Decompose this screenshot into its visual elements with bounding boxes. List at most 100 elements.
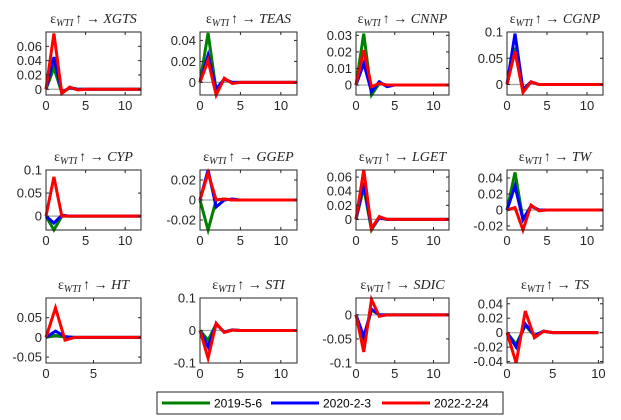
y-tick-label: 0	[189, 323, 196, 338]
x-tick-label: 0	[196, 366, 203, 381]
x-tick-label: 5	[82, 233, 89, 248]
title-arrows: ↑ →	[546, 278, 574, 293]
y-tick-label: 0.1	[485, 25, 503, 40]
axes-box	[355, 297, 450, 364]
y-tick-label: 0	[189, 75, 196, 90]
series-line-2022-2-24	[198, 320, 297, 365]
x-tick-label: 10	[274, 233, 288, 248]
y-tick-label: 0	[345, 78, 352, 93]
title-symbol: ε	[359, 150, 365, 165]
subplot-title: εWTI ↑ → STI	[212, 278, 286, 295]
y-tick-label: -0.05	[12, 350, 42, 365]
axes-box	[506, 297, 604, 364]
y-tick-label: 0.04	[17, 53, 42, 68]
y-tick-label: 0.05	[478, 51, 503, 66]
series-line-2022-2-24	[44, 302, 141, 343]
x-tick-label: 0	[352, 366, 359, 381]
title-variable: GGEP	[256, 150, 294, 165]
subplot-title: εWTI ↑ → XGTS	[50, 12, 137, 29]
y-tick-label: 0.1	[178, 291, 196, 306]
title-variable: TS	[574, 278, 589, 293]
y-tick-label: 0.02	[171, 54, 196, 69]
title-subscript: WTI	[212, 18, 230, 29]
y-tick-label: 0	[35, 82, 42, 97]
y-tick-label: 0.05	[17, 186, 42, 201]
x-tick-label: 0	[503, 233, 510, 248]
y-tick-label: 0.1	[24, 163, 42, 178]
y-tick-label: -0.02	[166, 213, 196, 228]
subplot-title: εWTI ↑ → LGET	[359, 150, 448, 167]
y-tick-label: 0.02	[17, 67, 42, 82]
subplot-cgnp: 0 5 10 0 0.05 0.1 εWTI ↑ → CGNP	[478, 12, 604, 113]
series-line-2022-2-24	[198, 167, 297, 202]
y-tick-label: 0.04	[327, 184, 352, 199]
y-tick-label: 0	[189, 193, 196, 208]
title-subscript: WTI	[364, 18, 382, 29]
series-line-2022-2-24	[44, 33, 141, 97]
title-symbol: ε	[206, 12, 212, 27]
x-tick-label: 0	[42, 366, 49, 381]
title-arrows: ↑ →	[228, 150, 256, 165]
x-tick-label: 10	[580, 98, 594, 113]
x-tick-label: 5	[237, 233, 244, 248]
x-tick-label: 10	[274, 366, 288, 381]
x-tick-label: 5	[549, 366, 556, 381]
subplot-title: εWTI ↑ → SDIC	[360, 278, 445, 295]
subplot-title: εWTI ↑ → GGEP	[203, 150, 294, 167]
x-tick-label: 5	[82, 98, 89, 113]
y-tick-label: 0.02	[171, 173, 196, 188]
title-variable: TEAS	[259, 12, 291, 27]
y-tick-label: 0.02	[478, 311, 503, 326]
title-subscript: WTI	[516, 18, 534, 29]
y-tick-label: 0.04	[478, 296, 503, 311]
title-variable: CYP	[107, 150, 133, 165]
y-tick-label: 0	[496, 203, 503, 218]
title-arrows: ↑ →	[231, 12, 259, 27]
x-tick-label: 5	[391, 233, 398, 248]
subplot-title: εWTI ↑ → CNNP	[358, 12, 448, 29]
y-tick-label: 0.04	[171, 33, 196, 48]
series-line-2022-2-24	[354, 294, 449, 353]
title-symbol: ε	[360, 278, 366, 293]
subplot-teas: 0 5 10 0 0.02 0.04 εWTI ↑ → TEAS	[171, 12, 298, 113]
y-tick-label: 0	[345, 212, 352, 227]
axes-box	[45, 169, 142, 231]
x-tick-label: 10	[118, 98, 132, 113]
y-tick-label: 0.03	[327, 28, 352, 43]
x-tick-label: 10	[426, 233, 440, 248]
x-tick-label: 5	[391, 98, 398, 113]
y-tick-label: -0.05	[322, 331, 352, 346]
title-arrows: ↑ →	[237, 278, 265, 293]
title-arrows: ↑ →	[83, 278, 111, 293]
x-tick-label: 10	[118, 233, 132, 248]
x-tick-label: 5	[543, 98, 550, 113]
y-tick-label: -0.04	[473, 354, 503, 369]
x-tick-label: 0	[352, 233, 359, 248]
x-tick-label: 0	[196, 98, 203, 113]
title-arrows: ↑ →	[384, 150, 412, 165]
title-variable: CNNP	[411, 12, 448, 27]
y-tick-label: 0	[496, 325, 503, 340]
title-subscript: WTI	[60, 156, 78, 167]
x-tick-label: 5	[237, 366, 244, 381]
y-tick-label: 0.06	[327, 170, 352, 185]
y-tick-label: 0	[35, 209, 42, 224]
series-line-2022-2-24	[44, 176, 141, 218]
title-arrows: ↑ →	[535, 12, 563, 27]
title-subscript: WTI	[209, 156, 227, 167]
y-tick-label: 0.01	[327, 61, 352, 76]
x-tick-label: 0	[196, 233, 203, 248]
subplot-title: εWTI ↑ → TS	[521, 278, 589, 295]
y-tick-label: -0.1	[174, 356, 196, 371]
title-subscript: WTI	[218, 284, 236, 295]
subplot-cnnp: 0 5 10 0 0.01 0.020.03 εWTI ↑ → CNNP	[327, 12, 450, 113]
title-subscript: WTI	[56, 18, 74, 29]
y-tick-label: 0.02	[478, 187, 503, 202]
title-arrows: ↑ →	[544, 150, 572, 165]
x-tick-label: 10	[580, 233, 594, 248]
